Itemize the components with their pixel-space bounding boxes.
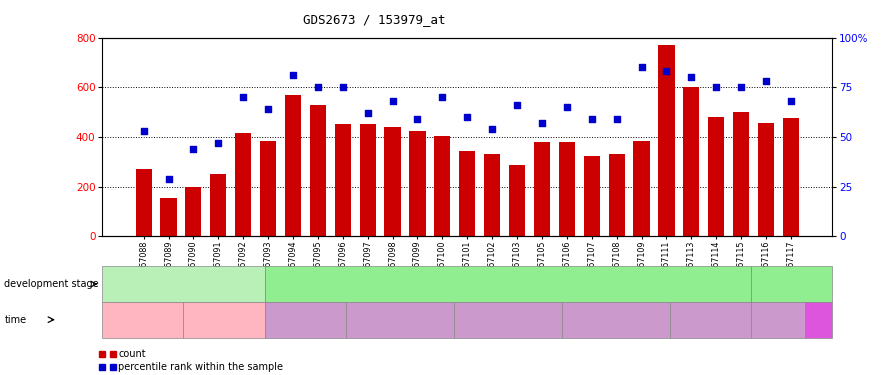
Text: 0 h: 0 h — [297, 315, 312, 325]
Bar — [260, 141, 276, 236]
Point — [535, 120, 549, 126]
Text: 4 h: 4 h — [500, 315, 515, 325]
Bar — [509, 165, 525, 236]
Text: development stage: development stage — [4, 279, 99, 289]
Text: -4 h: -4 h — [214, 315, 233, 325]
Bar — [285, 94, 301, 236]
Point — [734, 84, 748, 90]
Bar — [584, 156, 600, 236]
Point — [759, 78, 773, 84]
Bar — [335, 124, 351, 236]
Point — [435, 94, 449, 100]
Text: percentile rank within the sample: percentile rank within the sample — [118, 362, 283, 372]
Bar — [534, 142, 550, 236]
Point — [336, 84, 350, 90]
Point — [585, 116, 599, 122]
Bar — [634, 141, 650, 236]
Bar — [659, 45, 675, 236]
Point — [635, 64, 649, 70]
Point — [610, 116, 624, 122]
Point — [684, 74, 699, 80]
Point — [261, 106, 275, 112]
Bar — [684, 87, 700, 236]
Bar — [160, 198, 176, 236]
Point — [784, 98, 798, 104]
Bar — [484, 154, 500, 236]
Bar — [559, 142, 575, 236]
Text: 2 h: 2 h — [392, 315, 408, 325]
Text: time: time — [4, 315, 27, 325]
Bar — [708, 117, 724, 236]
Bar — [185, 187, 201, 236]
Point — [211, 140, 225, 146]
Point — [709, 84, 724, 90]
Bar — [434, 136, 450, 236]
Point — [161, 176, 175, 181]
Text: 10 h: 10 h — [767, 315, 789, 325]
Bar — [609, 154, 625, 236]
Bar — [310, 105, 326, 236]
Text: 6 h: 6 h — [608, 315, 624, 325]
Text: -18 h: -18 h — [130, 315, 156, 325]
Point — [186, 146, 200, 152]
Point — [360, 110, 375, 116]
Point — [385, 98, 400, 104]
Bar — [135, 169, 151, 236]
Bar — [409, 130, 425, 236]
Text: third instar larvae: third instar larvae — [140, 279, 227, 289]
Text: count: count — [118, 350, 146, 359]
Point — [136, 128, 150, 134]
Text: GDS2673 / 153979_at: GDS2673 / 153979_at — [303, 13, 445, 26]
Bar — [384, 127, 401, 236]
Point — [410, 116, 425, 122]
Bar — [210, 174, 226, 236]
Text: 8 h: 8 h — [703, 315, 718, 325]
Bar — [459, 150, 475, 236]
Bar — [758, 123, 774, 236]
Bar — [235, 133, 251, 236]
Bar — [360, 124, 376, 236]
Text: 12 h: 12 h — [808, 315, 829, 325]
Point — [460, 114, 474, 120]
Point — [236, 94, 250, 100]
Point — [286, 72, 300, 78]
Point — [560, 104, 574, 110]
Text: prepupae: prepupae — [484, 279, 531, 289]
Point — [311, 84, 325, 90]
Point — [485, 126, 499, 132]
Point — [659, 68, 674, 74]
Point — [510, 102, 524, 108]
Text: pupae: pupae — [776, 279, 807, 289]
Bar — [733, 112, 749, 236]
Bar — [783, 118, 799, 236]
